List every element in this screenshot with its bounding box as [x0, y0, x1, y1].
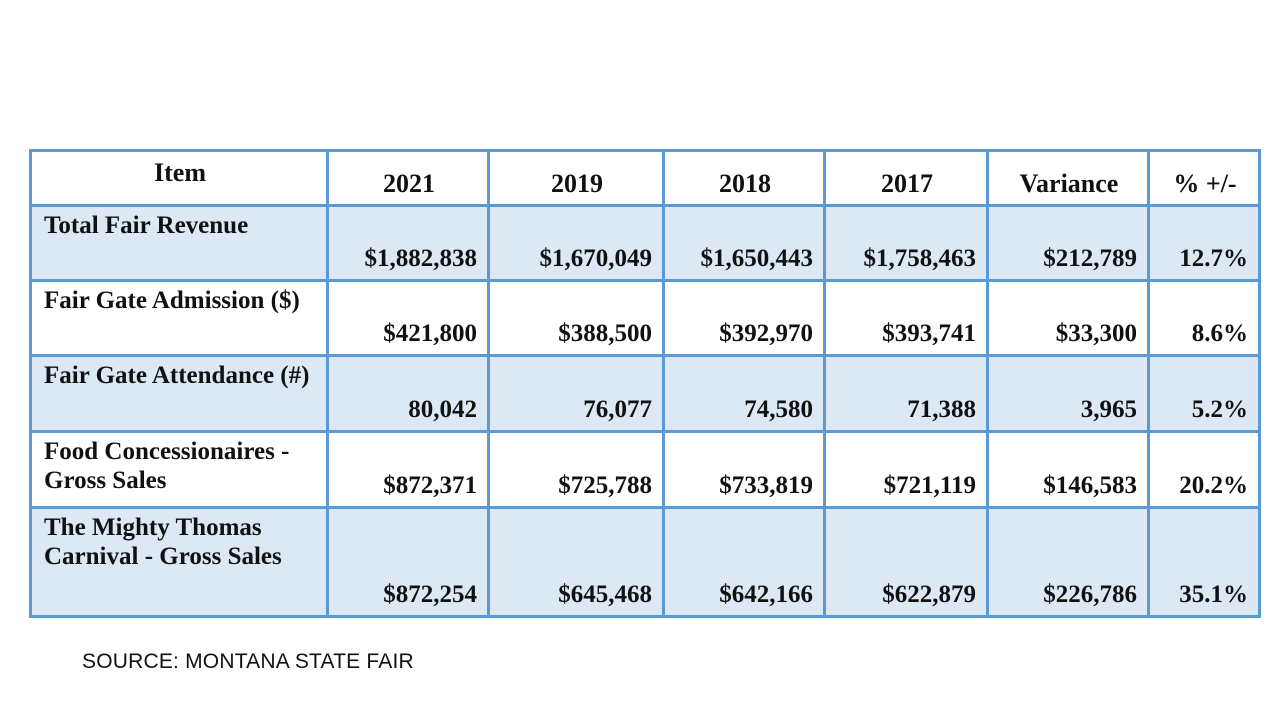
- cell-2021: $1,882,838: [326, 204, 490, 282]
- row-label: Fair Gate Attendance (#): [29, 354, 329, 433]
- cell-variance: 3,965: [986, 354, 1150, 433]
- row-label: Food Concessionaires - Gross Sales: [29, 430, 329, 509]
- cell--: 35.1%: [1147, 506, 1261, 618]
- table-row: The Mighty Thomas Carnival - Gross Sales…: [29, 506, 1261, 618]
- header-2019: 2019: [487, 149, 665, 207]
- fair-revenue-table: Item 2021 2019 2018 2017 Variance % +/- …: [29, 149, 1261, 618]
- cell--: 20.2%: [1147, 430, 1261, 509]
- source-caption: SOURCE: MONTANA STATE FAIR: [82, 650, 414, 673]
- cell-2018: $642,166: [662, 506, 826, 618]
- header-row: Item 2021 2019 2018 2017 Variance % +/-: [29, 149, 1261, 207]
- cell-2018: $1,650,443: [662, 204, 826, 282]
- cell-2019: $388,500: [487, 279, 665, 357]
- cell-variance: $212,789: [986, 204, 1150, 282]
- cell-2021: $872,254: [326, 506, 490, 618]
- cell-variance: $226,786: [986, 506, 1150, 618]
- table-row: Food Concessionaires - Gross Sales $872,3…: [29, 430, 1261, 509]
- row-label: The Mighty Thomas Carnival - Gross Sales: [29, 506, 329, 618]
- header-2018: 2018: [662, 149, 826, 207]
- header-variance: Variance: [986, 149, 1150, 207]
- cell-2017: $393,741: [823, 279, 989, 357]
- cell-2019: $645,468: [487, 506, 665, 618]
- cell-variance: $146,583: [986, 430, 1150, 509]
- table-row: Fair Gate Attendance (#) 80,042 76,077 74,5…: [29, 354, 1261, 433]
- header-2017: 2017: [823, 149, 989, 207]
- cell-2017: $721,119: [823, 430, 989, 509]
- table-row: Fair Gate Admission ($) $421,800 $388,500 $…: [29, 279, 1261, 357]
- cell-2021: $872,371: [326, 430, 490, 509]
- cell-2018: 74,580: [662, 354, 826, 433]
- cell--: 5.2%: [1147, 354, 1261, 433]
- cell-2017: 71,388: [823, 354, 989, 433]
- cell-2017: $1,758,463: [823, 204, 989, 282]
- cell-2018: $392,970: [662, 279, 826, 357]
- cell--: 8.6%: [1147, 279, 1261, 357]
- cell-2021: 80,042: [326, 354, 490, 433]
- row-label: Fair Gate Admission ($): [29, 279, 329, 357]
- cell-2019: $1,670,049: [487, 204, 665, 282]
- row-label: Total Fair Revenue: [29, 204, 329, 282]
- cell-2019: 76,077: [487, 354, 665, 433]
- cell-variance: $33,300: [986, 279, 1150, 357]
- header-item: Item: [29, 149, 329, 207]
- header-percent: % +/-: [1147, 149, 1261, 207]
- cell-2017: $622,879: [823, 506, 989, 618]
- table-row: Total Fair Revenue $1,882,838 $1,670,049 $1…: [29, 204, 1261, 282]
- cell-2018: $733,819: [662, 430, 826, 509]
- cell--: 12.7%: [1147, 204, 1261, 282]
- cell-2021: $421,800: [326, 279, 490, 357]
- cell-2019: $725,788: [487, 430, 665, 509]
- header-2021: 2021: [326, 149, 490, 207]
